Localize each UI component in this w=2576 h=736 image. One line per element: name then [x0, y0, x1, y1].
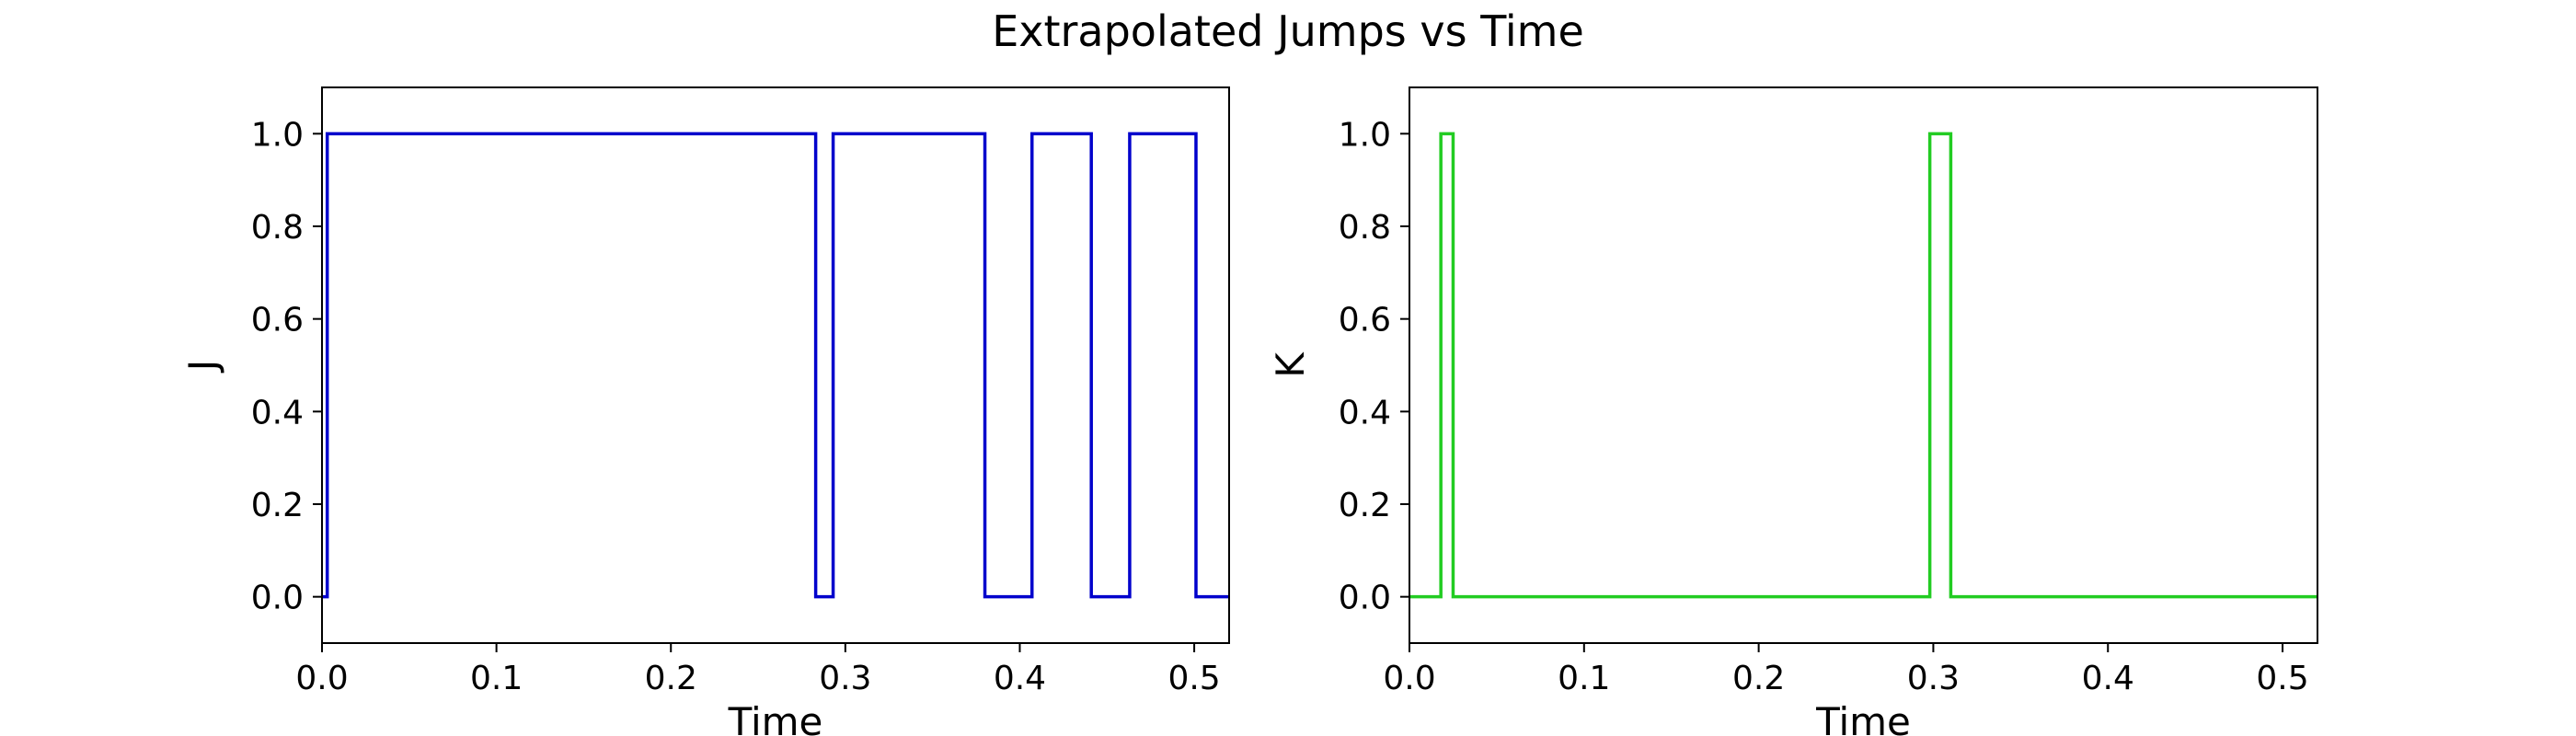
axes-frame — [1409, 86, 2318, 644]
subplots: 0.0 0.1 0.2 0.3 0.4 0.5 0.0 0.2 0.4 0.6 0.8 1.0 Time… — [180, 86, 2318, 736]
y-tick-label: 0.8 — [251, 209, 304, 247]
axes-frame — [321, 86, 1230, 644]
x-tick-label: 0.4 — [2082, 660, 2134, 697]
y-tick-label: 1.0 — [1339, 116, 1391, 154]
y-axis-label: K — [1268, 351, 1313, 378]
x-tick-label: 0.2 — [645, 660, 697, 697]
y-tick-label: 0.8 — [1339, 209, 1391, 247]
x-axis-label: Time — [728, 699, 823, 736]
y-tick-label: 0.0 — [1339, 580, 1391, 617]
x-tick-label: 0.1 — [1558, 660, 1610, 697]
x-axis-label: Time — [1815, 699, 1911, 736]
x-tick-label: 0.3 — [1907, 660, 1960, 697]
y-tick-label: 1.0 — [251, 116, 304, 154]
figure-title: Extrapolated Jumps vs Time — [992, 6, 1584, 56]
series-line-1-1 — [322, 132, 1229, 599]
y-axis-label: J — [180, 360, 225, 374]
y-tick-label: 0.4 — [251, 394, 304, 431]
x-tick-label: 0.5 — [1167, 660, 1220, 697]
y-tick-label: 0.6 — [1339, 302, 1391, 339]
y-tick-label: 0.0 — [251, 580, 304, 617]
x-tick-label: 0.0 — [1383, 660, 1435, 697]
y-tick-label: 0.2 — [1339, 487, 1391, 524]
subplot-2: 0.0 0.1 0.2 0.3 0.4 0.5 0.0 0.2 0.4 0.6 0.8 1.0 Time… — [1268, 86, 2318, 736]
x-tick-label: 0.0 — [295, 660, 348, 697]
x-tick-label: 0.4 — [994, 660, 1046, 697]
y-tick-label: 0.4 — [1339, 394, 1391, 431]
x-tick-label: 0.2 — [1732, 660, 1785, 697]
x-tick-label: 0.1 — [470, 660, 523, 697]
y-tick-label: 0.6 — [251, 302, 304, 339]
x-tick-label: 0.5 — [2256, 660, 2308, 697]
y-tick-label: 0.2 — [251, 487, 304, 524]
subplot-1: 0.0 0.1 0.2 0.3 0.4 0.5 0.0 0.2 0.4 0.6 0.8 1.0 Time… — [180, 86, 1230, 736]
series-line-2-1 — [1409, 132, 2317, 599]
x-tick-label: 0.3 — [819, 660, 871, 697]
